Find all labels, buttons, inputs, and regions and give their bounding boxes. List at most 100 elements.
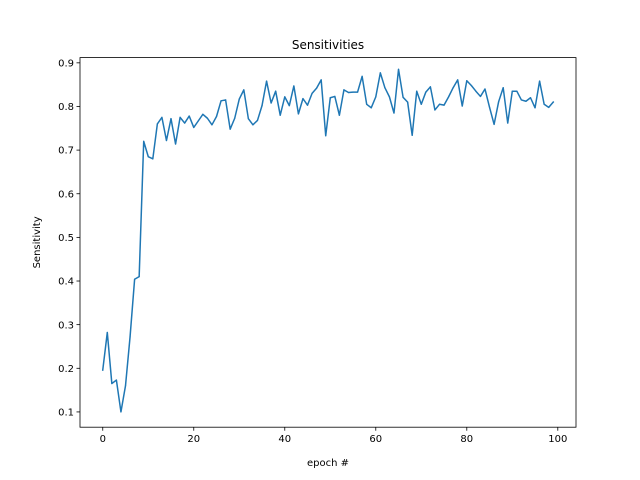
data-point: [447, 96, 450, 98]
data-point: [361, 75, 363, 77]
data-point: [120, 411, 122, 413]
data-point: [220, 100, 222, 102]
data-point: [138, 276, 140, 278]
data-point: [156, 123, 158, 125]
data-point: [548, 106, 550, 108]
data-point: [325, 135, 327, 137]
data-point: [329, 97, 331, 99]
data-point: [488, 106, 491, 108]
y-tick-label: 0.3: [58, 320, 74, 331]
data-point: [188, 115, 190, 117]
data-point: [520, 99, 522, 101]
data-point: [234, 117, 236, 119]
data-point: [525, 100, 527, 102]
x-tick-label: 20: [187, 434, 200, 445]
data-point: [529, 97, 532, 99]
data-point: [461, 105, 463, 107]
data-point: [343, 89, 345, 91]
data-point: [202, 113, 204, 115]
data-point: [211, 124, 213, 126]
y-axis-ticks: 0.1 0.2 0.3 0.4 0.5 0.6 0.7 0.8 0.9: [58, 58, 80, 419]
y-tick-label: 0.2: [58, 364, 74, 375]
data-point: [129, 336, 131, 338]
data-point: [288, 105, 290, 107]
sensitivity-series-line: [101, 68, 555, 413]
data-point: [539, 80, 541, 82]
data-point: [320, 79, 322, 81]
data-point: [161, 116, 163, 118]
x-tick-label: 0: [100, 434, 106, 445]
data-point: [434, 109, 436, 111]
data-point: [115, 379, 117, 381]
data-point: [252, 124, 254, 126]
data-point: [502, 87, 504, 89]
data-point: [134, 278, 136, 280]
data-point: [284, 96, 286, 98]
x-tick-label: 40: [278, 434, 291, 445]
data-point: [338, 114, 340, 116]
x-axis-ticks: 0 20 40 60 80 100: [100, 427, 567, 445]
data-point: [124, 385, 127, 387]
y-tick-label: 0.1: [58, 408, 74, 419]
axes-frame: [79, 57, 577, 428]
data-point: [197, 120, 199, 122]
data-point: [256, 119, 259, 122]
data-point: [229, 128, 231, 130]
data-point: [356, 91, 359, 93]
data-point: [416, 90, 418, 92]
data-point: [293, 85, 295, 87]
data-point: [452, 87, 454, 89]
data-point: [552, 101, 554, 103]
data-point: [516, 90, 518, 92]
data-point: [215, 115, 218, 118]
data-point: [507, 122, 509, 124]
data-point: [106, 331, 108, 334]
data-point: [384, 87, 386, 89]
data-point: [407, 101, 409, 103]
y-tick-label: 0.7: [58, 146, 74, 157]
y-tick-label: 0.4: [58, 277, 74, 288]
data-point: [275, 90, 277, 92]
data-point: [511, 90, 513, 92]
data-point: [475, 90, 477, 92]
data-point: [493, 123, 495, 125]
y-tick-label: 0.5: [58, 233, 74, 244]
x-tick-label: 60: [369, 434, 382, 445]
data-point: [393, 112, 395, 114]
data-point: [193, 126, 195, 129]
data-point: [470, 84, 472, 87]
data-point: [466, 80, 468, 82]
data-point: [352, 91, 354, 93]
data-point: [311, 92, 313, 94]
chart-title: Sensitivities: [292, 38, 364, 52]
data-point: [388, 96, 391, 98]
data-point: [429, 86, 431, 88]
x-tick-label: 80: [460, 434, 473, 445]
y-tick-label: 0.9: [58, 58, 74, 69]
data-point: [297, 113, 300, 115]
data-point: [375, 96, 377, 98]
data-point: [457, 79, 459, 81]
data-point: [425, 91, 427, 93]
data-point: [402, 96, 404, 98]
data-point: [411, 134, 413, 136]
data-point: [270, 102, 272, 104]
data-point: [484, 88, 486, 90]
data-point: [247, 118, 249, 120]
data-point: [261, 105, 263, 107]
data-point: [443, 104, 445, 106]
data-point: [306, 104, 309, 106]
data-point: [102, 369, 104, 371]
data-point: [347, 91, 350, 94]
data-point: [165, 139, 168, 142]
data-point: [279, 114, 281, 116]
data-point: [184, 122, 186, 124]
data-point: [111, 382, 113, 385]
data-point: [479, 95, 482, 98]
data-point: [174, 143, 177, 145]
x-axis-label: epoch #: [307, 458, 349, 469]
data-point: [302, 98, 304, 100]
data-point: [265, 80, 268, 82]
data-point: [170, 118, 172, 120]
